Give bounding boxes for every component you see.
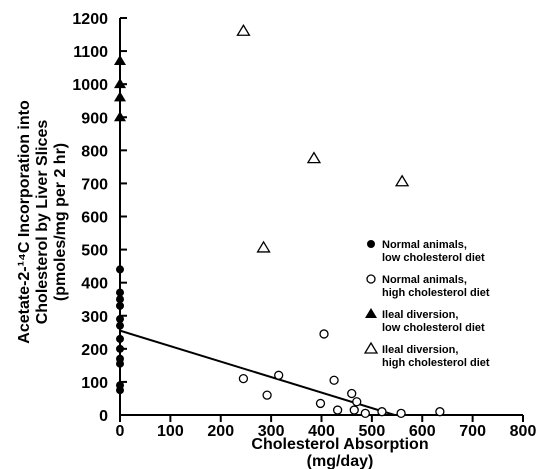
- data-point-open-triangle: [394, 174, 410, 187]
- regression-line-group: [119, 329, 395, 416]
- x-tick-label: 100: [157, 423, 184, 440]
- legend-marker-open-triangle: [363, 341, 379, 354]
- y-tick-label: 1200: [72, 11, 108, 28]
- y-axis-title: Acetate-2-¹⁴C Incorporation into Cholest…: [16, 100, 69, 344]
- data-point-open-triangle: [236, 23, 251, 36]
- x-tick-label: 700: [459, 423, 486, 440]
- y-tick-label: 600: [81, 210, 108, 227]
- data-point-filled-circle: [116, 301, 124, 310]
- legend-label-line-1: Normal animals,: [382, 274, 467, 286]
- data-point-filled-circle: [116, 265, 124, 274]
- y-tick-label: 100: [81, 375, 108, 392]
- y-tick-label: 500: [81, 243, 108, 260]
- data-point-open-circle: [332, 405, 343, 415]
- data-point-open-circle: [352, 397, 362, 407]
- data-point-open-triangle: [256, 240, 271, 253]
- data-point-open-circle: [360, 408, 370, 418]
- y-axis-title-line-3: (pmoles/mg per 2 hr): [52, 143, 69, 301]
- y-axis-title-line-1: Acetate-2-¹⁴C Incorporation into: [16, 100, 33, 344]
- data-point-open-circle: [329, 375, 339, 385]
- legend-marker-open-circle: [366, 274, 376, 284]
- legend-item-ileal-high: Ileal diversion, high cholesterol diet: [363, 341, 490, 369]
- data-point-open-circle: [315, 398, 326, 409]
- x-tick-label: 200: [207, 423, 234, 440]
- legend-label-line-2: low cholesterol diet: [382, 322, 485, 334]
- legend-marker-filled-triangle: [365, 308, 377, 318]
- x-axis-unit: (mg/day): [307, 453, 374, 469]
- data-point-filled-triangle: [114, 111, 126, 122]
- data-point-open-circle: [238, 373, 249, 384]
- y-tick-label: 0: [99, 408, 108, 425]
- y-tick-label: 400: [81, 276, 108, 293]
- legend-label-line-1: Ileal diversion,: [382, 344, 458, 356]
- x-tick-label: 600: [409, 423, 436, 440]
- legend: Normal animals, low cholesterol diet Nor…: [363, 239, 490, 369]
- data-point-filled-circle: [116, 359, 124, 368]
- data-point-filled-circle: [116, 321, 124, 330]
- y-tick-label: 900: [81, 110, 108, 127]
- y-tick-label: 300: [81, 309, 108, 326]
- legend-item-normal-low: Normal animals, low cholesterol diet: [367, 239, 485, 264]
- data-points: [114, 23, 445, 418]
- legend-label-line-1: Ileal diversion,: [382, 309, 458, 321]
- legend-item-normal-high: Normal animals, high cholesterol diet: [366, 274, 490, 299]
- legend-label-line-2: high cholesterol diet: [382, 357, 490, 369]
- data-point-open-circle: [274, 370, 284, 380]
- data-point-open-circle: [396, 408, 406, 418]
- data-point-filled-triangle: [114, 55, 126, 66]
- x-tick-label: 300: [258, 423, 285, 440]
- data-point-open-circle: [262, 390, 272, 400]
- data-point-filled-triangle: [114, 78, 126, 89]
- data-point-open-circle: [377, 407, 387, 417]
- legend-label-line-2: low cholesterol diet: [382, 252, 485, 264]
- y-axis-title-line-2: Cholesterol by Liver Slices: [34, 120, 51, 325]
- x-ticks: 0 100 200 300 400 500 600 700 800: [116, 415, 537, 440]
- data-point-filled-triangle: [114, 91, 126, 102]
- y-tick-label: 1100: [73, 44, 108, 61]
- legend-marker-filled-circle: [367, 240, 375, 248]
- y-tick-label: 700: [81, 176, 108, 193]
- legend-label-line-2: high cholesterol diet: [382, 287, 490, 299]
- legend-label-line-1: Normal animals,: [382, 239, 467, 251]
- x-tick-label: 500: [359, 423, 386, 440]
- data-point-open-circle: [435, 407, 445, 417]
- x-tick-label: 0: [116, 423, 125, 440]
- data-point-filled-circle: [116, 295, 124, 304]
- axes: [119, 18, 523, 416]
- data-point-filled-circle: [116, 288, 124, 297]
- data-point-filled-circle: [116, 315, 124, 324]
- y-tick-label: 1000: [72, 77, 108, 94]
- x-axis-title: Cholesterol Absorption: [251, 436, 428, 453]
- x-tick-label: 800: [510, 423, 537, 440]
- data-point-filled-circle: [116, 334, 124, 343]
- legend-item-ileal-low: Ileal diversion, low cholesterol diet: [365, 308, 485, 334]
- data-point-open-circle: [319, 329, 329, 339]
- x-tick-label: 400: [308, 423, 335, 440]
- data-point-open-triangle: [306, 151, 322, 164]
- y-ticks: 0 100 200 300 400 500 600 700 800 900 1000 1100 1200: [72, 11, 127, 425]
- data-point-filled-circle: [116, 344, 124, 353]
- y-tick-label: 800: [81, 143, 108, 160]
- regression-line: [119, 329, 395, 416]
- data-point-open-circle: [349, 405, 359, 415]
- data-point-filled-circle: [116, 386, 124, 395]
- data-point-open-circle: [347, 388, 357, 399]
- y-tick-label: 200: [81, 342, 108, 359]
